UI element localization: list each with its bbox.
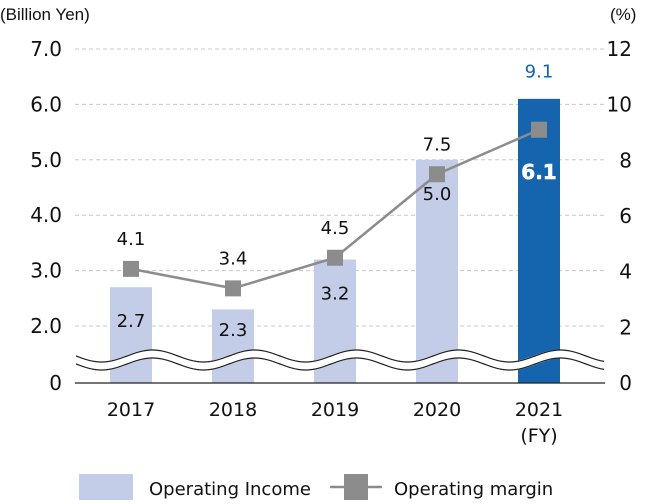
left-tick-label: 2.0 [30, 314, 62, 338]
margin-marker-2021 [531, 121, 547, 138]
margin-value-label: 3.4 [219, 248, 248, 269]
bar-2017 [110, 287, 152, 383]
legend-marker-operating-margin [344, 474, 368, 500]
legend-label-operating-margin: Operating margin [394, 479, 553, 500]
legend-swatch-operating-income [79, 474, 133, 500]
x-axis-labels: 2017 2018 2019 2020 2021 [107, 399, 563, 421]
right-tick-label: 2 [619, 315, 632, 339]
right-axis-unit: (%) [610, 5, 636, 24]
right-tick-label: 12 [607, 37, 632, 61]
margin-value-label: 9.1 [525, 62, 554, 83]
bar-2021 [518, 98, 560, 384]
bars: 2.7 2.3 3.2 5.0 6.1 [110, 98, 560, 384]
right-tick-label: 6 [619, 204, 632, 228]
right-tick-label: 10 [607, 93, 632, 117]
x-tick-label: 2019 [311, 399, 359, 421]
left-tick-label: 0 [49, 371, 62, 395]
left-tick-label: 4.0 [30, 203, 62, 227]
margin-marker-2017 [123, 260, 139, 277]
bar-value-label: 6.1 [521, 160, 556, 184]
margin-marker-2019 [327, 249, 343, 266]
axis-break-gap [74, 349, 605, 371]
right-tick-label: 4 [619, 260, 632, 284]
bar-value-label: 2.3 [219, 320, 248, 341]
margin-marker-2018 [225, 280, 241, 297]
x-tick-label: 2021 [515, 399, 563, 421]
left-tick-label: 3.0 [30, 259, 62, 283]
bar-2018 [212, 309, 254, 383]
margin-marker-2020 [429, 166, 445, 183]
bar-value-label: 3.2 [321, 284, 350, 305]
left-axis-ticks: 0 2.0 3.0 4.0 5.0 6.0 7.0 [30, 37, 62, 395]
margin-value-label: 7.5 [423, 134, 452, 155]
bar-2020 [416, 159, 458, 383]
x-tick-label: 2017 [107, 399, 155, 421]
bar-value-label: 5.0 [423, 184, 452, 205]
left-tick-label: 6.0 [30, 92, 62, 116]
legend-label-operating-income: Operating Income [149, 479, 311, 500]
right-tick-label: 0 [619, 371, 632, 395]
x-tick-label: 2020 [413, 399, 461, 421]
left-tick-label: 7.0 [30, 37, 62, 61]
axis-break-line [75, 357, 605, 371]
bar-value-label: 2.7 [117, 311, 146, 332]
right-tick-label: 8 [619, 148, 632, 172]
gridlines [75, 48, 605, 327]
x-tick-label: 2018 [209, 399, 257, 421]
axis-break [74, 349, 605, 371]
x-axis-unit: (FY) [520, 425, 557, 447]
left-tick-label: 5.0 [30, 148, 62, 172]
right-axis-ticks: 0 2 4 6 8 10 12 [607, 37, 632, 395]
left-axis-unit: (Billion Yen) [0, 5, 90, 24]
margin-value-label: 4.5 [321, 218, 350, 239]
margin-line: 4.1 3.4 4.5 7.5 9.1 [117, 62, 554, 297]
axis-break-line [75, 349, 605, 363]
margin-value-label: 4.1 [117, 229, 146, 250]
legend: Operating Income Operating margin [79, 474, 553, 500]
